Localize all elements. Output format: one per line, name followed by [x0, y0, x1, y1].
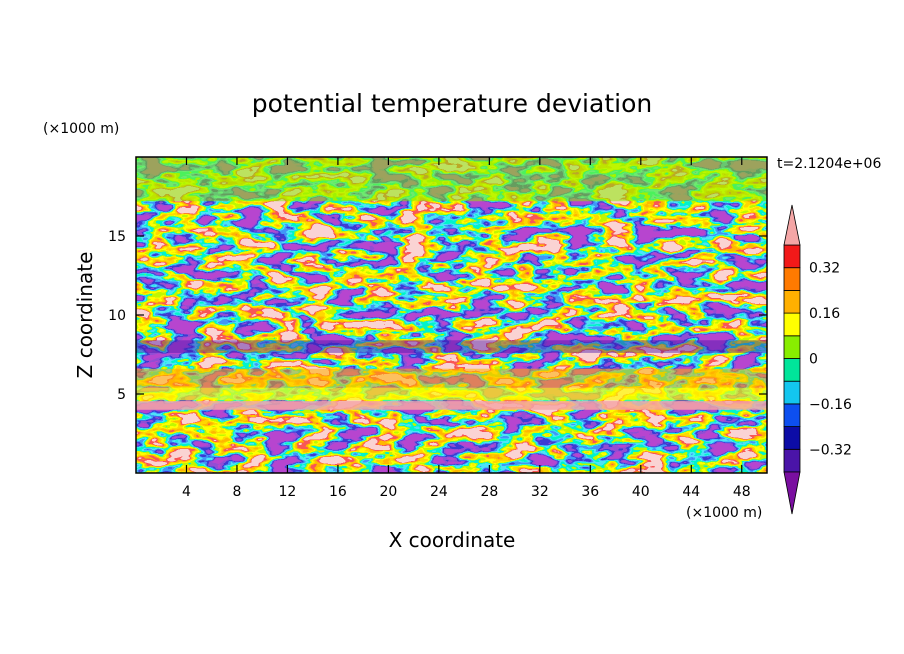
- x-tick-label: 16: [329, 484, 347, 500]
- colorbar-label: 0.32: [809, 261, 840, 277]
- y-unit-label: (×1000 m): [43, 121, 119, 137]
- colorbar-swatch: [783, 358, 801, 382]
- x-unit-label: (×1000 m): [686, 505, 762, 521]
- x-tick-label: 32: [531, 484, 549, 500]
- colorbar-min-extend: [783, 471, 801, 515]
- x-axis-label: X coordinate: [389, 528, 516, 552]
- x-tick-label: 24: [430, 484, 448, 500]
- y-axis: 5 10 15: [108, 229, 767, 403]
- colorbar-swatch: [783, 448, 801, 473]
- y-tick-label: 10: [108, 308, 126, 324]
- colorbar-swatch: [783, 312, 801, 337]
- x-tick-label: 48: [733, 484, 751, 500]
- colorbar: 0.32 0.16 0 −0.16 −0.32: [783, 204, 852, 515]
- x-tick-label: 40: [632, 484, 650, 500]
- layer-bands: [136, 157, 767, 410]
- plot-area: [136, 157, 767, 473]
- colorbar-swatch: [783, 426, 801, 450]
- colorbar-swatch: [783, 335, 801, 359]
- colorbar-swatch: [783, 289, 801, 314]
- x-tick-label: 12: [279, 484, 297, 500]
- upper-layer: [136, 157, 767, 202]
- x-axis: 4 8 12 16 20 24 28 32 36 40 44 48: [182, 157, 751, 500]
- yellow-layer: [136, 387, 767, 401]
- x-tick-label: 44: [682, 484, 700, 500]
- colorbar-swatch: [783, 403, 801, 427]
- colorbar-max-extend: [783, 204, 801, 246]
- time-label: t=2.1204e+06: [777, 156, 881, 172]
- colorbar-label: −0.16: [809, 397, 852, 413]
- x-tick-label: 4: [182, 484, 191, 500]
- colorbar-label: 0: [809, 352, 818, 368]
- colorbar-label: 0.16: [809, 306, 840, 322]
- x-tick-label: 20: [379, 484, 397, 500]
- y-axis-label: Z coordinate: [73, 252, 97, 379]
- colorbar-swatch: [783, 244, 801, 269]
- y-tick-label: 15: [108, 229, 126, 245]
- x-tick-label: 28: [480, 484, 498, 500]
- y-tick-label: 5: [117, 387, 126, 403]
- chart-title: potential temperature deviation: [252, 89, 652, 118]
- temperature-field: [136, 157, 767, 473]
- pink-layer: [136, 401, 767, 410]
- colorbar-label: −0.32: [809, 442, 852, 458]
- x-tick-label: 8: [232, 484, 241, 500]
- x-tick-label: 36: [581, 484, 599, 500]
- purple-layer: [136, 340, 767, 353]
- mid-layer: [136, 368, 767, 388]
- colorbar-swatch: [783, 380, 801, 405]
- colorbar-swatch: [783, 267, 801, 291]
